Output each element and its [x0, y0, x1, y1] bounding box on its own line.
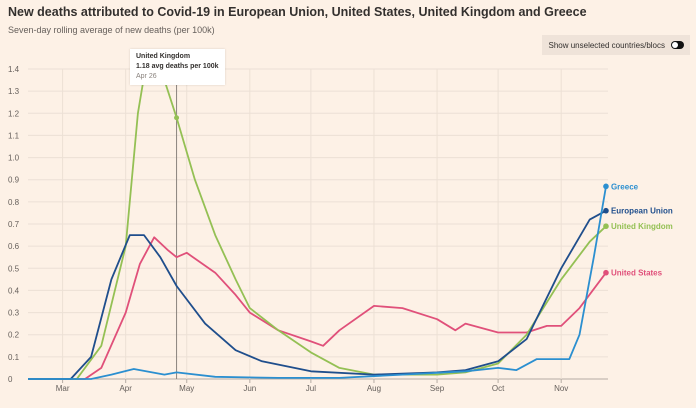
series-end-dot	[603, 269, 609, 276]
series-end-label: Greece	[611, 182, 639, 191]
y-tick-label: 1.4	[8, 65, 20, 74]
toggle-switch-icon[interactable]	[671, 41, 684, 49]
y-tick-label: 0.8	[8, 198, 20, 207]
x-tick-label: Aug	[367, 384, 381, 393]
chart-title: New deaths attributed to Covid-19 in Eur…	[8, 5, 587, 19]
x-tick-label: Apr	[119, 384, 132, 393]
series-end-dot	[603, 223, 609, 230]
show-unselected-toggle[interactable]: Show unselected countries/blocs	[542, 35, 690, 55]
toggle-label: Show unselected countries/blocs	[548, 40, 665, 50]
y-tick-label: 0.9	[8, 176, 20, 185]
series-end-label: United Kingdom	[611, 222, 673, 231]
y-tick-label: 0	[8, 375, 13, 384]
series-end-dot	[603, 183, 609, 190]
y-tick-label: 0.4	[8, 286, 20, 295]
series-line-united-states	[28, 236, 607, 380]
series-line-european-union	[28, 209, 607, 380]
x-tick-label: Jul	[306, 384, 316, 393]
y-tick-label: 0.6	[8, 242, 20, 251]
tooltip-series: United Kingdom	[136, 53, 191, 60]
series-end-dot	[603, 207, 609, 214]
tooltip-value: 1.18 avg deaths per 100k	[136, 63, 219, 70]
x-tick-label: May	[179, 384, 194, 393]
x-tick-label: Nov	[554, 384, 568, 393]
tooltip-date: Apr 26	[136, 73, 157, 80]
x-tick-label: Jun	[243, 384, 256, 393]
y-tick-label: 0.1	[8, 353, 20, 362]
y-tick-label: 0.5	[8, 264, 20, 273]
x-tick-label: Mar	[56, 384, 70, 393]
series-end-label: United States	[611, 269, 663, 278]
y-tick-label: 1.0	[8, 154, 20, 163]
y-tick-label: 1.3	[8, 87, 20, 96]
series-end-label: European Union	[611, 207, 673, 216]
y-tick-label: 1.1	[8, 131, 20, 140]
highlight-point	[174, 115, 180, 121]
y-tick-label: 1.2	[8, 109, 20, 118]
x-tick-label: Sep	[430, 384, 445, 393]
y-tick-label: 0.2	[8, 331, 20, 340]
x-tick-label: Oct	[492, 384, 505, 393]
tooltip: United Kingdom 1.18 avg deaths per 100k …	[130, 49, 225, 85]
series-line-greece	[28, 186, 607, 380]
y-tick-label: 0.3	[8, 309, 20, 318]
chart-subtitle: Seven-day rolling average of new deaths …	[8, 25, 215, 35]
y-tick-label: 0.7	[8, 220, 20, 229]
